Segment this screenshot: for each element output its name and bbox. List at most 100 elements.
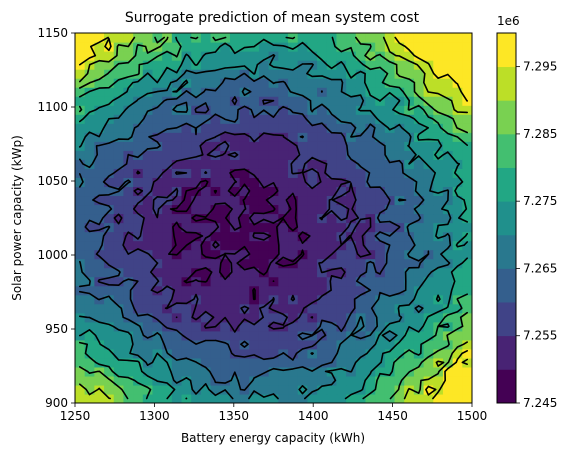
contour-cell <box>297 186 308 197</box>
contour-cell <box>442 78 454 88</box>
contour-cell <box>258 339 270 350</box>
contour-cell <box>191 87 202 97</box>
contour-cell <box>162 231 173 242</box>
contour-cell <box>152 231 163 242</box>
contour-cell <box>123 258 134 269</box>
contour-cell <box>94 177 105 188</box>
contour-cell <box>104 258 115 269</box>
contour-cell <box>142 96 154 106</box>
contour-cell <box>462 330 472 341</box>
contour-cell <box>288 348 299 359</box>
contour-cell <box>104 357 115 368</box>
contour-cell <box>404 42 415 52</box>
contour-cell <box>317 78 328 88</box>
contour-cell <box>191 231 202 242</box>
contour-cell <box>423 348 434 359</box>
contour-cell <box>326 141 338 151</box>
contour-cell <box>84 51 95 61</box>
contour-cell <box>104 294 115 305</box>
contour-cell <box>297 348 308 359</box>
contour-cell <box>191 267 202 278</box>
y-tick-label: 950 <box>45 322 68 336</box>
contour-cell <box>375 330 386 341</box>
contour-cell <box>210 258 221 269</box>
contour-cell <box>249 177 260 188</box>
contour-cell <box>84 303 95 314</box>
contour-cell <box>442 87 454 97</box>
contour-cell <box>462 114 472 124</box>
contour-cell <box>336 312 347 323</box>
contour-cell <box>75 159 86 169</box>
contour-cell <box>75 339 86 350</box>
contour-cell <box>191 141 202 151</box>
contour-cell <box>462 285 472 296</box>
contour-cell <box>142 33 154 43</box>
contour-cell <box>94 330 105 341</box>
contour-cell <box>171 150 183 160</box>
contour-cell <box>152 384 163 395</box>
contour-cell <box>288 150 299 160</box>
contour-cell <box>104 42 115 52</box>
contour-cell <box>142 132 154 142</box>
contour-cell <box>297 366 308 377</box>
contour-cell <box>268 141 279 151</box>
contour-cell <box>355 285 367 296</box>
contour-cell <box>133 321 144 332</box>
contour-cell <box>365 141 376 151</box>
contour-cell <box>94 150 105 160</box>
contour-cell <box>336 141 347 151</box>
contour-cell <box>239 195 250 206</box>
contour-cell <box>171 132 183 142</box>
contour-cell <box>326 132 338 142</box>
contour-cell <box>336 60 347 70</box>
contour-cell <box>413 258 425 269</box>
contour-cell <box>278 69 289 79</box>
contour-cell <box>413 366 425 377</box>
contour-cell <box>75 87 86 97</box>
contour-cell <box>326 393 338 403</box>
y-tick-label: 1150 <box>37 26 68 40</box>
contour-cell <box>113 222 125 233</box>
contour-cell <box>191 384 202 395</box>
contour-cell <box>317 150 328 160</box>
contour-cell <box>394 231 405 242</box>
contour-cell <box>326 258 338 269</box>
contour-cell <box>423 384 434 395</box>
contour-cell <box>423 132 434 142</box>
contour-cell <box>200 231 212 242</box>
contour-cell <box>104 285 115 296</box>
contour-cell <box>433 393 444 403</box>
contour-cell <box>249 357 260 368</box>
contour-cell <box>442 141 454 151</box>
contour-cell <box>384 366 396 377</box>
contour-cell <box>433 276 444 287</box>
contour-cell <box>133 60 144 70</box>
contour-cell <box>433 186 444 197</box>
contour-cell <box>288 366 299 377</box>
contour-cell <box>133 87 144 97</box>
contour-cell <box>75 132 86 142</box>
contour-cell <box>75 222 86 233</box>
contour-cell <box>326 366 338 377</box>
contour-cell <box>268 42 279 52</box>
contour-line <box>84 96 401 361</box>
contour-cell <box>288 240 299 251</box>
contour-cell <box>394 312 405 323</box>
contour-cell <box>452 339 463 350</box>
y-tick-label: 900 <box>45 396 68 410</box>
contour-cell <box>200 96 212 106</box>
contour-cell <box>326 150 338 160</box>
contour-cell <box>317 330 328 341</box>
contour-cell <box>113 60 125 70</box>
contour-cell <box>423 267 434 278</box>
contour-cell <box>394 303 405 314</box>
contour-cell <box>365 195 376 206</box>
contour-cell <box>258 294 270 305</box>
contour-cell <box>220 141 231 151</box>
contour-cell <box>394 168 405 178</box>
colorbar-frame <box>496 32 517 404</box>
contour-cell <box>336 123 347 133</box>
contour-cell <box>239 159 250 169</box>
contour-cell <box>326 204 338 215</box>
contour-cell <box>210 195 221 206</box>
